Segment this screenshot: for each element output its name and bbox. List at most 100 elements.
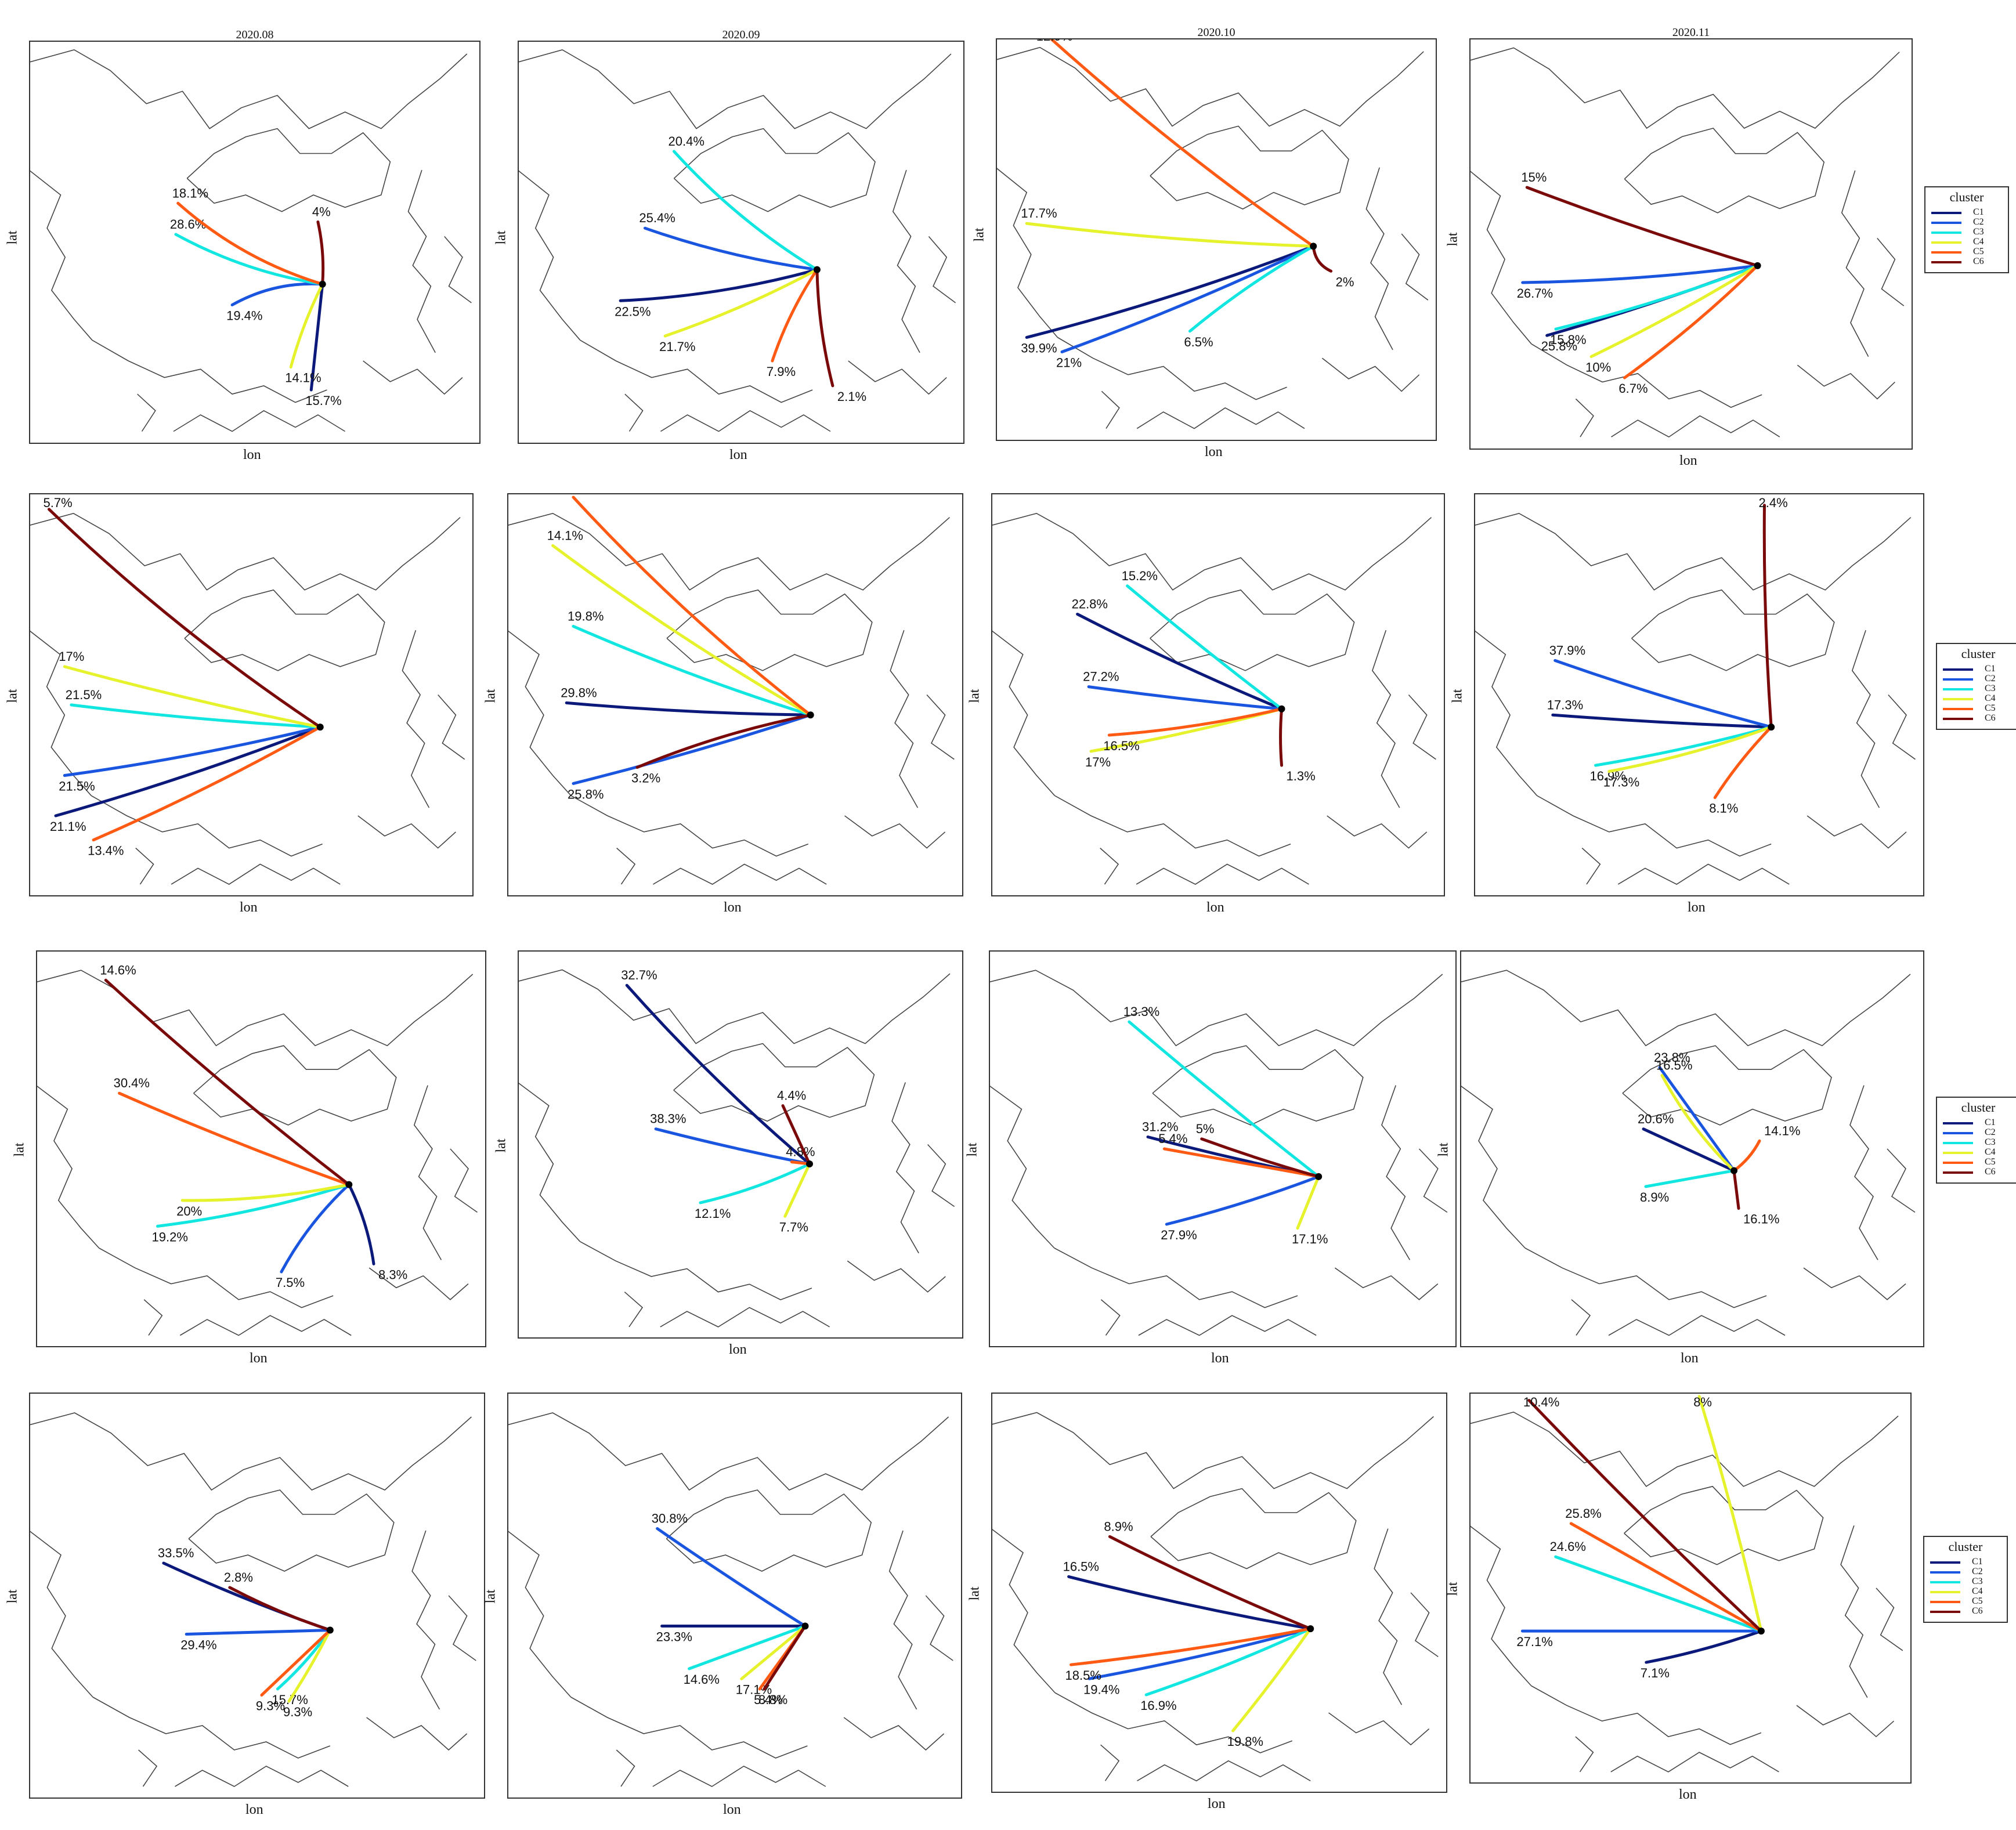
trajectory-percent-label: 21.1% (50, 819, 86, 834)
country-borders (518, 969, 955, 1328)
trajectory-line-c5 (572, 496, 812, 717)
map-panel: 32.7% 38.3% 12.1% 7.7% 4.8% 4.4% (518, 950, 963, 1339)
map-panel: 21.1% 21.5% 21.5% 17% 13.4% 5.7% (29, 493, 474, 896)
border-line (1372, 630, 1400, 808)
trajectory-percent-label: 13.4% (88, 844, 124, 858)
legend-label: C2 (1985, 673, 1996, 683)
trajectory-line-c5 (260, 1629, 332, 1697)
trajectory-plot: 32.7%38.3%12.1%7.7%4.8%4.4% (518, 968, 955, 1328)
border-line (1537, 795, 1772, 857)
border-line (1150, 125, 1349, 210)
legend-label: C1 (1985, 1117, 1996, 1127)
country-borders (1474, 512, 1916, 885)
trajectory-line-c3 (1188, 244, 1315, 333)
border-line (184, 589, 385, 671)
legend-entry: C5 (1924, 1596, 2007, 1606)
trajectory-percent-label: 7.5% (276, 1275, 305, 1290)
border-line (1101, 390, 1120, 429)
trajectory-percent-label: 9.3% (256, 1699, 285, 1713)
trajectory-line-c2 (654, 1127, 811, 1166)
border-line (1524, 1247, 1767, 1308)
trajectory-percent-label: 20.4% (669, 134, 704, 149)
legend-swatch-c5 (1931, 251, 1961, 254)
trajectory-line-c5 (176, 201, 324, 286)
trajectory-percent-label: 28.6% (170, 217, 206, 232)
country-borders (996, 46, 1429, 429)
legend-swatch-c6 (1943, 1171, 1973, 1174)
source-point (316, 724, 324, 731)
trajectory-line-c5 (1070, 1627, 1312, 1666)
trajectory-plot: 17.3%37.9%16.9%17.3%8.1%2.4% (1474, 496, 1916, 885)
trajectory-line-c2 (643, 226, 819, 272)
trajectory-percent-label: 8.3% (378, 1267, 407, 1282)
legend-label: C4 (1985, 1147, 1996, 1157)
border-line (1876, 1587, 1903, 1651)
border-line (570, 795, 809, 857)
trajectory-line-c3 (1554, 1555, 1763, 1633)
country-borders (29, 512, 465, 885)
x-axis-label: lon (1206, 900, 1224, 915)
panel-frame (29, 1393, 485, 1799)
map-panel: 23.3% 30.8% 14.6% 17.1% 5.4% 8.8% (507, 1393, 962, 1799)
trajectory-percent-label: 16.5% (1103, 739, 1139, 753)
trajectory-percent-label: 5% (1196, 1122, 1215, 1136)
panel-title: 2020.08 (29, 29, 480, 42)
trajectory-line-c4 (663, 268, 819, 338)
trajectory-percent-label: 8.1% (1709, 801, 1738, 816)
border-line (1797, 364, 1895, 400)
country-borders (507, 1412, 953, 1787)
border-line (138, 1749, 158, 1787)
border-line (518, 1082, 581, 1242)
trajectory-percent-label: 21% (1056, 356, 1082, 370)
border-line (652, 1766, 826, 1787)
border-line (1328, 1712, 1430, 1746)
trajectory-percent-label: 27.1% (1516, 1634, 1552, 1649)
legend-label: C4 (1985, 693, 1996, 703)
trajectory-line-c5 (1162, 1147, 1320, 1178)
border-line (450, 1148, 478, 1213)
border-line (448, 1595, 476, 1661)
border-line (1137, 1760, 1311, 1782)
border-line (366, 1717, 468, 1751)
trajectory-percent-label: 17.3% (1603, 775, 1639, 790)
x-axis-label: lon (723, 1802, 741, 1817)
source-point (326, 1626, 334, 1634)
border-line (1136, 863, 1309, 885)
legend-entry: C3 (1937, 1137, 2016, 1147)
border-line (1054, 795, 1291, 857)
trajectory-line-c4 (1660, 1074, 1736, 1173)
trajectory-plot: 22.5% 25.4% 20.4% 21.7% 7.9% 2.1% (518, 49, 956, 432)
y-axis-label: lat (5, 689, 20, 703)
legend-swatch-c4 (1943, 697, 1973, 700)
trajectory-percent-label: 19.4% (226, 309, 262, 323)
trajectory-percent-label: 25.8% (1541, 339, 1577, 353)
x-axis-label: lon (245, 1802, 263, 1817)
source-point (1315, 1173, 1323, 1180)
trajectory-percent-label: 19.4% (1083, 1682, 1119, 1697)
legend-swatch-c2 (1930, 1571, 1960, 1574)
trajectory-percent-label: 30.8% (652, 1511, 688, 1526)
x-axis-label: lon (250, 1351, 268, 1366)
legend-entry: C6 (1937, 1167, 2016, 1177)
trajectory-percent-label: 27.2% (1083, 670, 1119, 684)
map-panel: 17.3% 37.9% 16.9% 17.3% 8.1% 2.4% (1474, 493, 1924, 896)
trajectory-line-c6 (316, 220, 325, 286)
trajectory-percent-label: 18.1% (172, 186, 208, 200)
border-line (36, 1084, 100, 1249)
trajectory-percent-label: 2% (1336, 274, 1354, 289)
border-line (1054, 1692, 1293, 1753)
border-line (843, 1717, 945, 1751)
trajectory-percent-label: 9.3% (283, 1705, 312, 1719)
trajectory-line-c3 (1554, 264, 1760, 331)
border-line (991, 1528, 1056, 1694)
legend-swatch-c2 (1943, 678, 1973, 681)
trajectory-percent-label: 20% (176, 1204, 202, 1218)
border-line (444, 236, 472, 303)
legend-label: C4 (1973, 236, 1984, 247)
border-line (137, 393, 156, 432)
border-line (1460, 970, 1911, 1047)
panel-frame (1469, 1393, 1912, 1784)
trajectory-percent-label: 16.5% (1063, 1559, 1099, 1574)
border-line (135, 848, 154, 885)
border-line (991, 1412, 1434, 1489)
